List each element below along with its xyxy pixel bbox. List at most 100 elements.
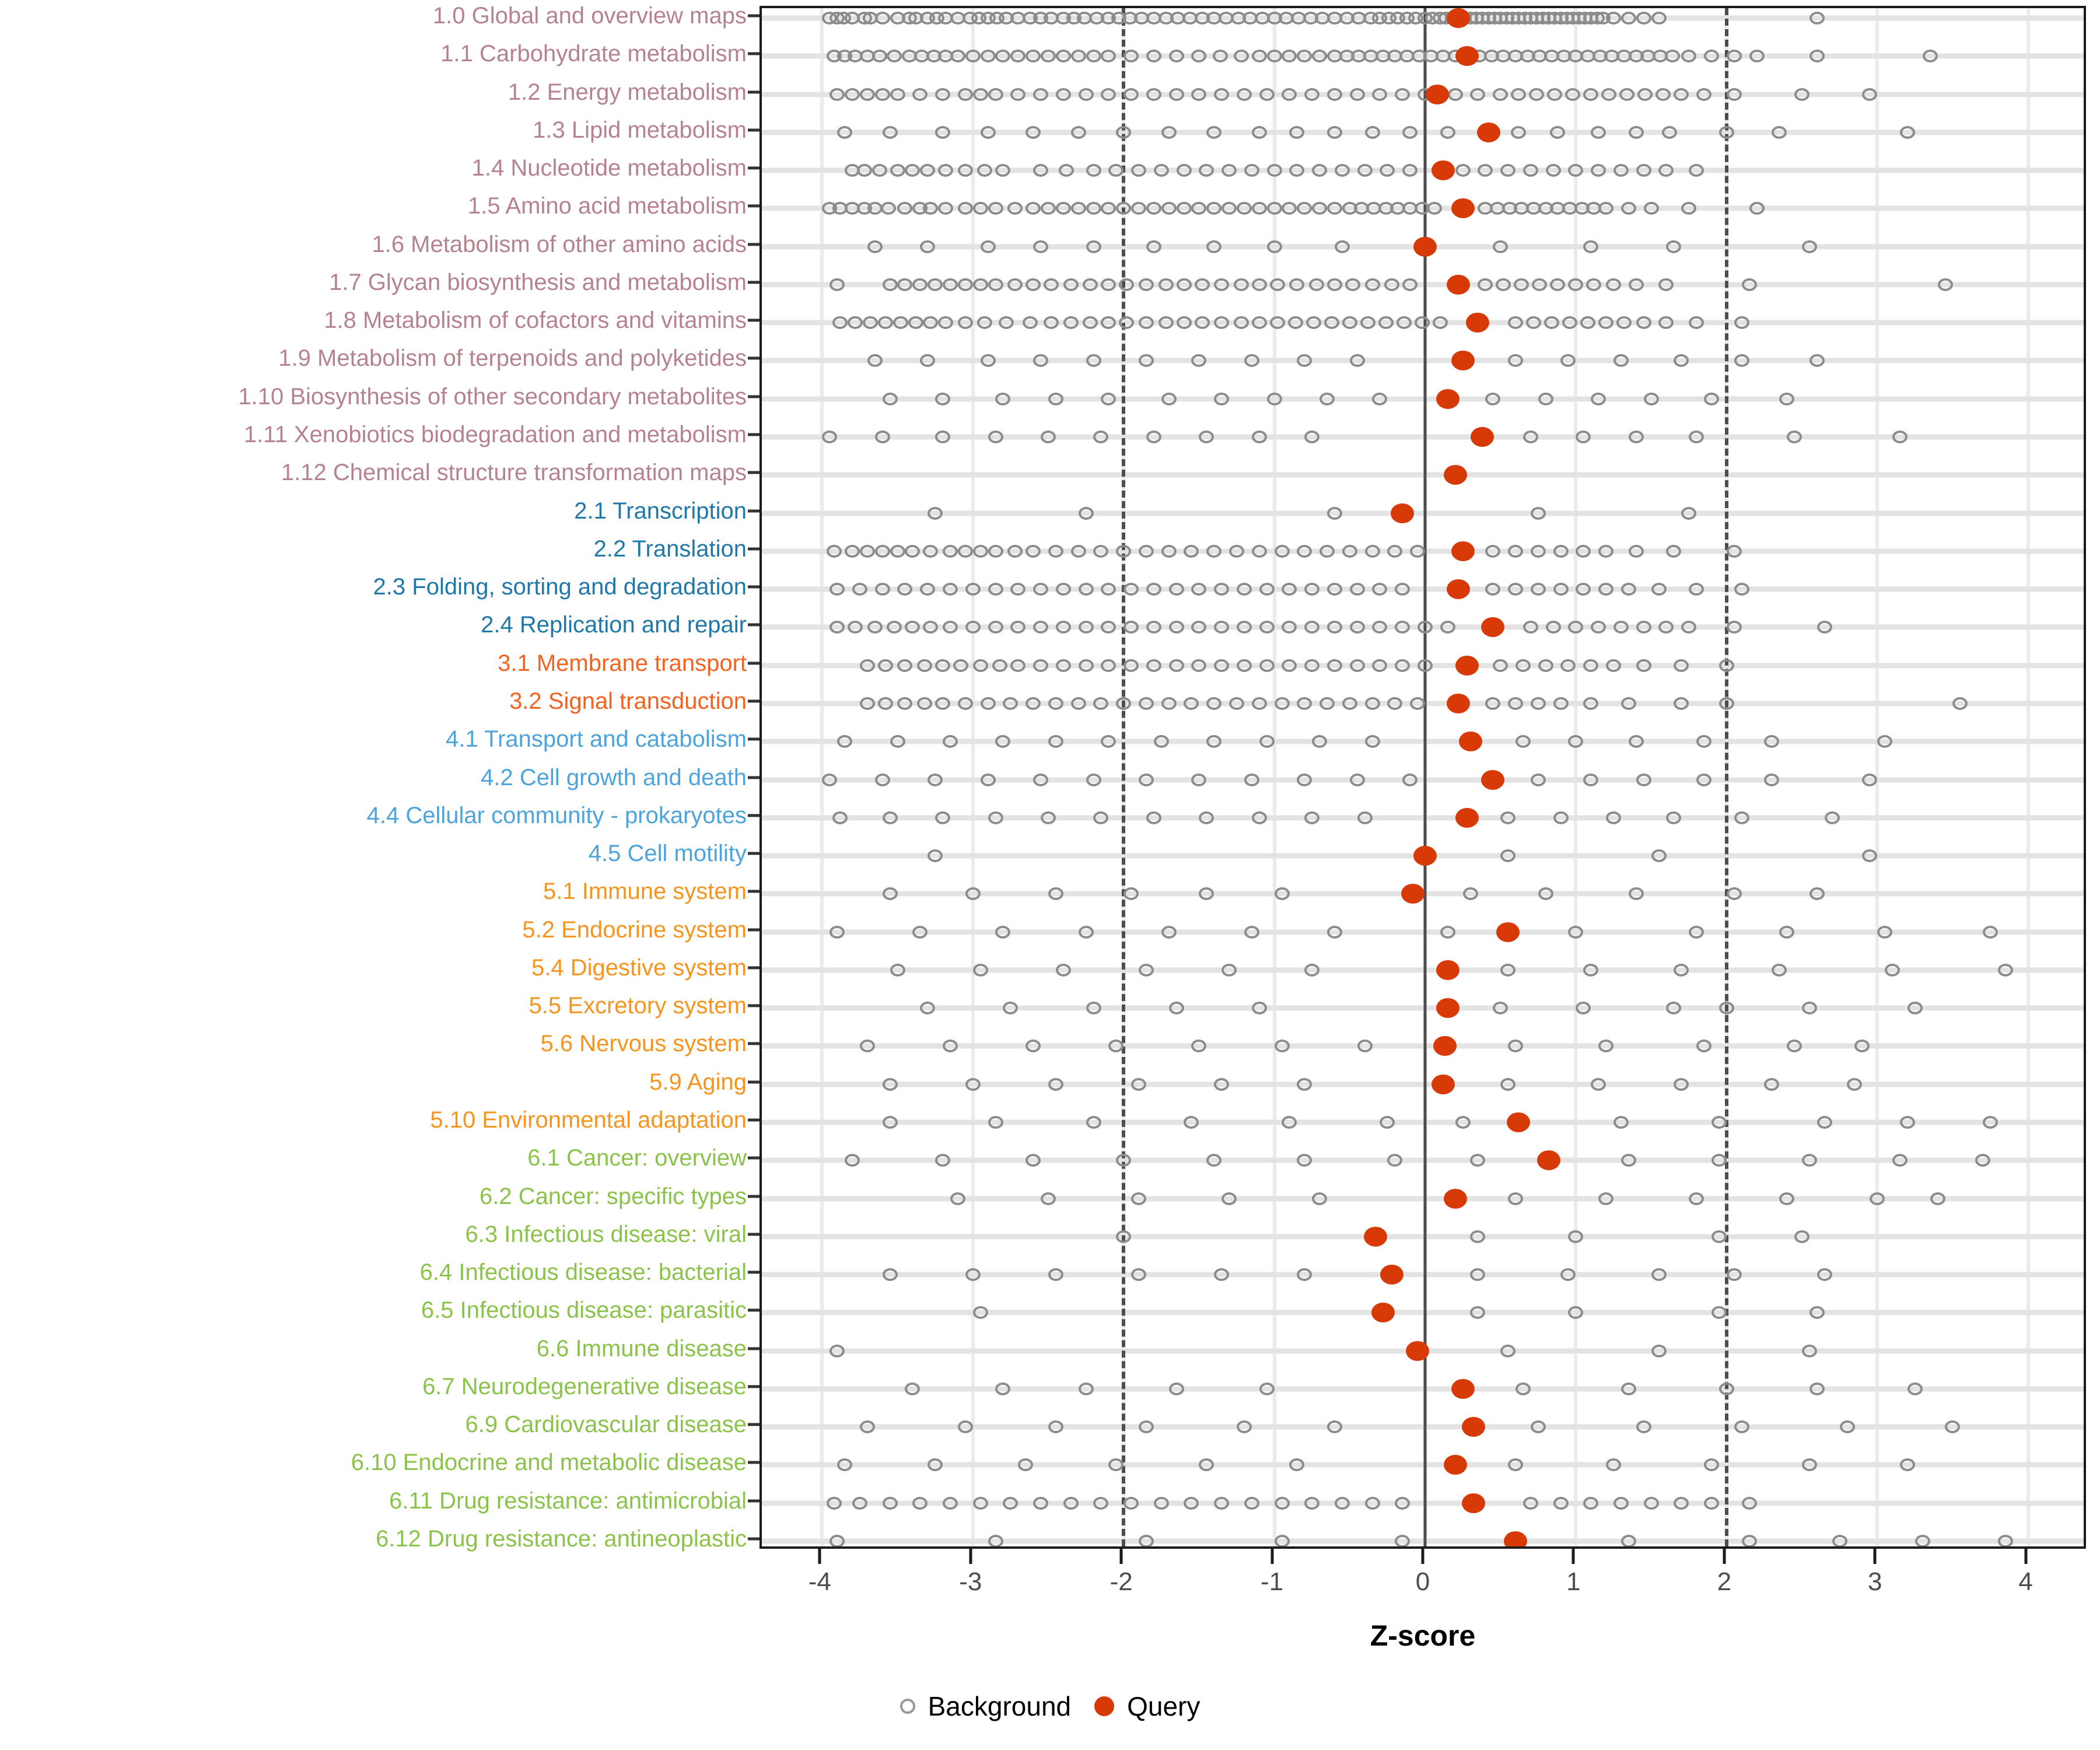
background-point <box>1817 1115 1832 1129</box>
background-point <box>1228 696 1244 710</box>
background-point <box>943 1040 958 1053</box>
query-point <box>1433 1036 1457 1056</box>
background-point <box>1568 925 1584 939</box>
background-point <box>1251 811 1267 824</box>
background-point <box>1396 316 1412 330</box>
background-point <box>1666 240 1682 253</box>
background-point <box>1176 202 1192 215</box>
background-point <box>1749 202 1765 215</box>
y-tick-mark <box>748 1233 760 1236</box>
background-point <box>1236 88 1252 101</box>
background-point <box>1282 1115 1297 1129</box>
background-point <box>1282 659 1297 672</box>
y-axis-label: 1.11 Xenobiotics biodegradation and meta… <box>243 422 747 448</box>
background-point <box>1003 696 1019 710</box>
y-axis-label: 2.4 Replication and repair <box>481 612 747 638</box>
background-point <box>1847 1077 1863 1091</box>
background-point <box>1711 1154 1727 1167</box>
background-point <box>1364 696 1380 710</box>
background-point <box>1470 88 1486 101</box>
background-point <box>1251 544 1267 558</box>
row-gridline <box>762 1119 2084 1125</box>
background-point <box>1794 88 1810 101</box>
background-point <box>1058 164 1074 177</box>
background-point <box>1191 1040 1207 1053</box>
background-point <box>872 50 887 63</box>
background-point <box>1233 316 1249 330</box>
y-tick-mark <box>748 1270 760 1274</box>
background-point <box>1500 811 1516 824</box>
background-point <box>830 621 845 634</box>
background-point <box>1010 50 1026 63</box>
background-point <box>1158 278 1174 291</box>
background-point <box>1349 621 1365 634</box>
background-point <box>1259 1382 1275 1395</box>
query-point <box>1536 1150 1560 1171</box>
legend-label-query: Query <box>1127 1691 1200 1721</box>
background-point <box>1983 925 1999 939</box>
threshold-line <box>1122 8 1126 1546</box>
background-point <box>832 811 848 824</box>
background-point <box>822 430 838 444</box>
background-point <box>1342 696 1357 710</box>
y-axis-label: 5.9 Aging <box>649 1069 747 1095</box>
background-point <box>943 1496 958 1510</box>
background-point <box>1553 811 1569 824</box>
background-point <box>1553 583 1569 596</box>
background-point <box>867 240 883 253</box>
query-point <box>1443 465 1467 485</box>
background-point <box>1696 1040 1712 1053</box>
y-tick-mark <box>748 776 760 779</box>
background-point <box>882 1077 898 1091</box>
background-point <box>1718 1382 1734 1395</box>
background-point <box>1726 88 1742 101</box>
background-point <box>1620 696 1636 710</box>
background-point <box>1326 925 1342 939</box>
background-point <box>1500 1344 1516 1357</box>
background-point <box>830 1344 845 1357</box>
background-point <box>1493 659 1508 672</box>
background-point <box>1532 278 1548 291</box>
background-point <box>1636 621 1651 634</box>
legend-item-query: Query <box>1094 1690 1200 1722</box>
background-point <box>1952 696 1968 710</box>
background-marker-icon <box>900 1699 915 1714</box>
y-axis-labels: 1.0 Global and overview maps 1.1 Carbohyd… <box>0 0 760 1552</box>
row-gridline <box>762 1157 2084 1163</box>
y-tick-mark <box>748 1385 760 1388</box>
background-point <box>1598 1040 1614 1053</box>
row-gridline <box>762 777 2084 782</box>
background-point <box>1666 544 1682 558</box>
background-point <box>1689 1192 1704 1205</box>
background-point <box>995 392 1011 405</box>
row-gridline <box>762 1043 2084 1049</box>
background-point <box>1101 88 1116 101</box>
background-point <box>1651 583 1667 596</box>
background-point <box>874 583 890 596</box>
background-point <box>1493 88 1508 101</box>
background-point <box>1620 12 1636 24</box>
background-point <box>957 278 973 291</box>
background-point <box>1643 1496 1659 1510</box>
background-point <box>1591 621 1606 634</box>
background-point <box>1601 88 1617 101</box>
query-point <box>1413 846 1437 866</box>
background-point <box>1078 621 1094 634</box>
y-tick-mark <box>748 737 760 741</box>
background-point <box>1522 164 1538 177</box>
background-point <box>1395 88 1410 101</box>
background-point <box>1576 430 1591 444</box>
background-point <box>1877 735 1893 748</box>
background-point <box>830 925 845 939</box>
background-point <box>1259 659 1275 672</box>
background-point <box>1033 621 1049 634</box>
background-point <box>920 1002 936 1015</box>
y-tick-mark <box>748 395 760 398</box>
background-point <box>1410 696 1426 710</box>
background-point <box>1063 316 1079 330</box>
background-point <box>935 659 951 672</box>
background-point <box>1485 392 1501 405</box>
y-tick-mark <box>748 890 760 893</box>
background-point <box>1586 278 1602 291</box>
y-tick-mark <box>748 204 760 208</box>
